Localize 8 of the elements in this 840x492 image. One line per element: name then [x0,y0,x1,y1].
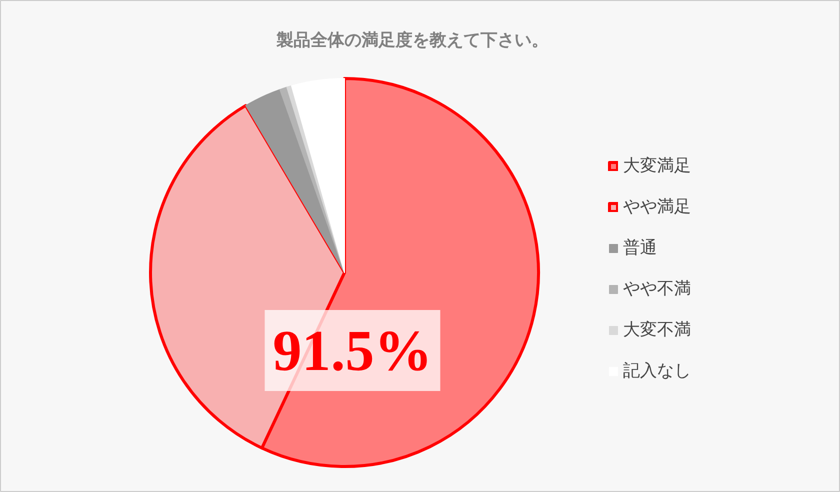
legend-label: 大変満足 [623,155,691,177]
legend-label: やや満足 [623,196,691,218]
legend-label: 普通 [623,237,657,259]
legend-label: やや不満 [623,278,691,300]
legend-label: 記入なし [623,360,691,382]
chart-title: 製品全体の満足度を教えて下さい。 [276,30,548,50]
text: 91.5% [272,318,432,383]
legend-label: 大変不満 [623,319,691,341]
